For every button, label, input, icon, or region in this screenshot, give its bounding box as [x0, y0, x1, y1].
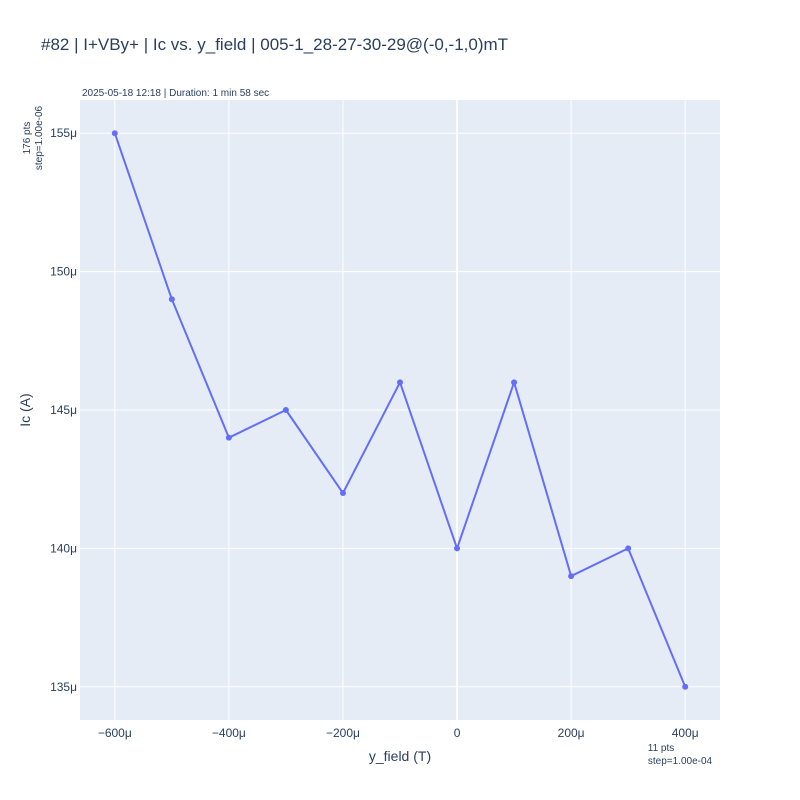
data-point — [511, 379, 518, 386]
x-tick-label: 0 — [454, 726, 461, 740]
data-point — [397, 379, 403, 386]
y-note-count: 176 pts — [22, 122, 33, 155]
y-tick-label: 140μ — [50, 541, 77, 555]
data-point — [625, 545, 632, 552]
x-axis-ticks: −600μ −400μ −200μ 0 200μ 400μ — [98, 726, 699, 740]
y-note-step: step=1.00e-06 — [34, 105, 45, 170]
y-tick-label: 135μ — [50, 680, 77, 694]
x-tick-label: −400μ — [212, 726, 246, 740]
data-point — [225, 434, 232, 441]
x-tick-label: −200μ — [326, 726, 360, 740]
y-tick-label: 155μ — [50, 126, 77, 140]
x-tick-label: −600μ — [98, 726, 132, 740]
y-tick-label: 145μ — [50, 403, 77, 417]
gridlines — [80, 100, 720, 720]
y-point-note: 176 pts step=1.00e-06 — [22, 105, 45, 170]
y-axis-ticks: 135μ 140μ 145μ 150μ 155μ — [50, 126, 77, 694]
data-point — [111, 130, 118, 137]
data-point — [454, 545, 461, 552]
data-point — [339, 490, 346, 497]
x-tick-label: 400μ — [672, 726, 699, 740]
x-tick-label: 200μ — [558, 726, 585, 740]
data-point — [682, 683, 689, 690]
y-axis-title: Ic (A) — [17, 393, 33, 426]
chart-subtitle: 2025-05-18 12:18 | Duration: 1 min 58 se… — [82, 88, 269, 99]
y-tick-label: 150μ — [50, 265, 77, 279]
data-point — [282, 407, 289, 413]
x-note-step: step=1.00e-04 — [648, 756, 713, 767]
x-note-count: 11 pts — [648, 743, 675, 754]
chart-title: #82 | I+VBy+ | Ic vs. y_field | 005-1_28… — [41, 35, 508, 54]
series-ic — [111, 130, 689, 690]
data-point — [168, 296, 175, 303]
data-point — [568, 573, 575, 580]
x-axis-title: y_field (T) — [369, 748, 431, 764]
